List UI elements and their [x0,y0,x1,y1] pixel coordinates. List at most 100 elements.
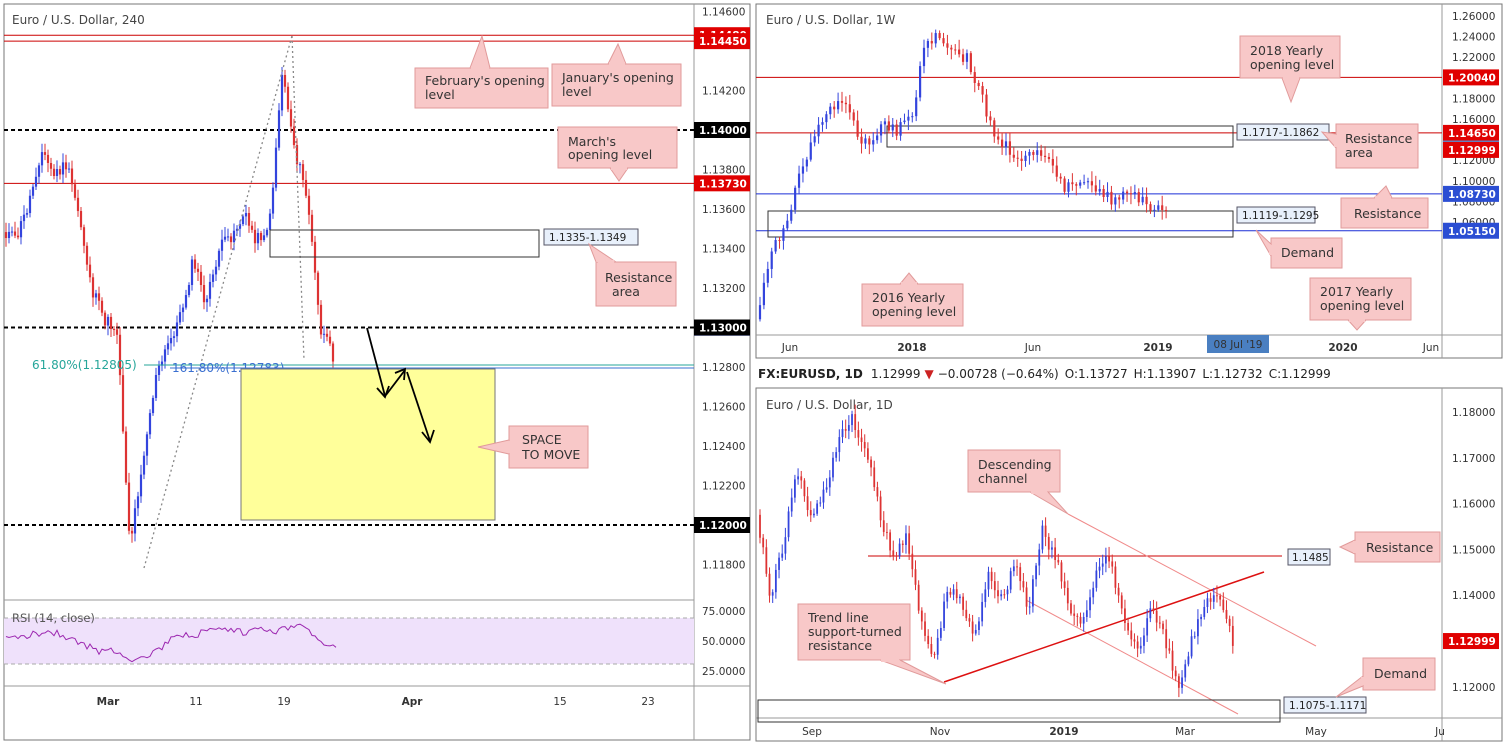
callout-2016-yearly: 2016 Yearly opening level [861,272,964,327]
candle-body [907,116,910,121]
candle-body [1000,139,1004,148]
candle-body [939,628,942,638]
candle-body [879,496,882,521]
candle-body [1133,192,1136,195]
callout-demand-w1: Demand [1255,229,1343,269]
candle-body [833,106,836,110]
candle-body [958,49,961,55]
candle-body [1127,622,1130,631]
candle-body [1028,151,1031,156]
candle-body [259,232,263,241]
candle-body [1197,619,1199,637]
candle-body [217,250,221,267]
candle-body [903,120,906,123]
candle-body [981,601,984,622]
candle-body [1168,648,1171,651]
candle-body [1098,188,1101,192]
candle-body [190,259,194,286]
candle-body [898,543,901,557]
candle-body [1025,587,1028,607]
candle-body [959,596,961,599]
x-tick-label: 2018 [897,342,926,354]
price-tag-label: 1.05150 [1448,226,1496,238]
candle-body [911,553,914,570]
svg-text:level: level [562,84,592,99]
candle-body [265,229,269,236]
w1-time-axis: Jun 2018 Jun 2019 08 Jul '19 2020 Jun [781,335,1439,354]
candle-body [1016,157,1019,159]
h4-fib-anchor-line [143,35,293,569]
candle-body [1129,193,1133,195]
h4-projection-arrows [366,327,435,444]
candle-body [857,430,860,438]
candle-body [121,375,125,432]
candle-body [142,455,146,475]
h4-zone-label: 1.1335-1.1349 [549,232,626,244]
w1-zone-lower-label: 1.1119-1.1295 [1242,210,1319,222]
d1-channel-lower [1025,599,1239,715]
candle-body [10,231,14,233]
candle-body [1219,595,1222,600]
candle-body [1155,610,1158,623]
candle-body [202,284,206,303]
candle-body [1079,182,1082,186]
w1-zone-upper-label: 1.1717-1.1862 [1242,127,1319,139]
candle-body [31,186,35,196]
candle-body [1032,151,1035,155]
price-tag [1443,124,1499,141]
candle-body [1008,141,1012,155]
svg-text:February's opening: February's opening [425,73,545,88]
price-tag-label: 1.12999 [1448,636,1496,648]
d1-trend-line [943,571,1265,683]
candle-body [829,106,832,115]
candle-body [1063,581,1066,588]
candle-body [887,121,890,131]
candle-body [1047,156,1051,159]
callout-february: February's opening level [414,34,549,109]
candle-body [244,213,248,217]
candle-body [759,514,761,538]
y-tick-label: 1.24000 [1452,32,1495,44]
price-tag [694,122,750,138]
svg-text:Demand: Demand [1281,245,1334,260]
svg-text:TO MOVE: TO MOVE [521,447,580,462]
candle-body [1044,525,1047,537]
candle-body [235,228,239,231]
candle-body [280,74,284,111]
candle-body [1149,608,1152,619]
w1-panel-frame [755,3,1503,359]
candle-body [930,41,933,44]
x-tick-label: Apr [402,696,424,708]
y-tick-label: 1.16000 [1452,114,1495,126]
candle-body [223,236,227,240]
candle-body [1035,565,1037,580]
candle-body [1060,562,1063,582]
candle-body [828,477,831,488]
candle-body [214,266,218,275]
candle-body [301,164,305,180]
candle-body [205,298,209,303]
candle-body [1177,676,1180,688]
svg-text:Demand: Demand [1374,666,1427,681]
candle-body [762,537,765,548]
candle-body [1161,205,1164,210]
candle-body [1066,587,1069,604]
candle-body [816,503,819,514]
candle-body [1073,613,1076,616]
candle-body [28,195,32,214]
candle-body [844,102,848,105]
candle-body [1057,559,1060,563]
candle-body [786,220,789,229]
y-tick-label: 1.13400 [702,244,745,256]
candle-body [981,86,984,95]
candle-body [1032,579,1034,607]
candle-body [1009,571,1012,590]
price-tag-label: 1.14000 [699,125,747,137]
candle-body [34,176,38,187]
candle-body [295,145,299,165]
candle-body [943,601,945,629]
candle-body [954,49,957,51]
candle-body [1216,595,1218,597]
candle-body [809,142,812,160]
candle-body [163,349,167,362]
